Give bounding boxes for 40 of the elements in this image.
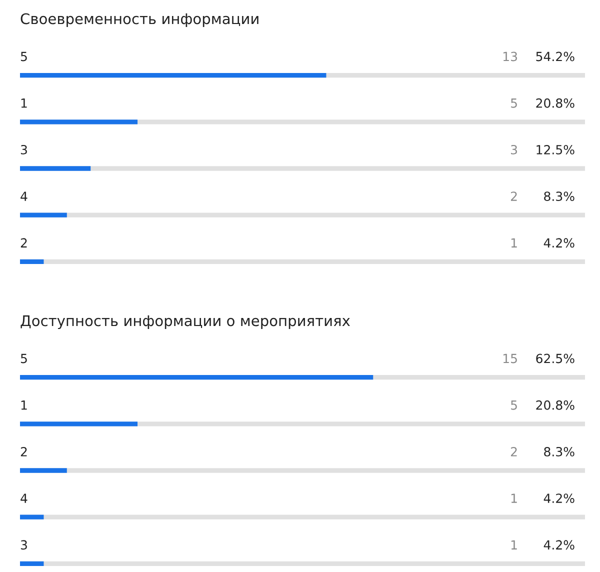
y-tick-label: 2	[20, 446, 27, 456]
data-label: 4.2%	[544, 540, 574, 550]
text: 1	[511, 540, 517, 550]
chart-title: Своевременность информации	[20, 13, 258, 28]
text: 1	[511, 238, 517, 248]
bar	[20, 166, 91, 171]
y-tick-label: 4	[20, 494, 28, 503]
bar	[20, 422, 138, 426]
data-label: 20.8%	[536, 98, 574, 108]
text: 15	[503, 354, 517, 364]
y-tick-label: 4	[20, 192, 28, 201]
text: 5	[511, 98, 517, 108]
text: 5	[511, 400, 517, 410]
data-label: 54.2%	[536, 52, 574, 62]
data-label: 4.2%	[544, 238, 574, 248]
chart-title: Доступность информации о мероприятиях	[20, 315, 350, 330]
bar	[20, 120, 138, 124]
text: 1	[511, 494, 517, 503]
y-tick-label: 5	[20, 52, 27, 62]
y-tick-label: 1	[21, 98, 27, 108]
bar	[20, 212, 67, 218]
y-tick-label: 3	[20, 144, 27, 154]
bar	[20, 561, 44, 566]
data-label: 8.3%	[544, 192, 574, 202]
y-tick-label: 5	[20, 354, 27, 364]
y-tick-label: 1	[21, 400, 27, 410]
data-label: 20.8%	[536, 400, 574, 410]
y-tick-label: 2	[20, 238, 27, 248]
data-label: 8.3%	[544, 446, 574, 456]
text: 2	[510, 192, 517, 201]
data-label: 62.5%	[536, 354, 574, 364]
data-label: 4.2%	[544, 494, 574, 504]
text: 3	[511, 144, 517, 154]
text: 2	[510, 446, 517, 456]
bar	[20, 514, 44, 520]
bar	[20, 259, 44, 264]
data-label: 12.5%	[536, 144, 574, 154]
text: 13	[503, 52, 517, 62]
bar	[20, 468, 67, 473]
y-tick-label: 3	[20, 540, 27, 550]
